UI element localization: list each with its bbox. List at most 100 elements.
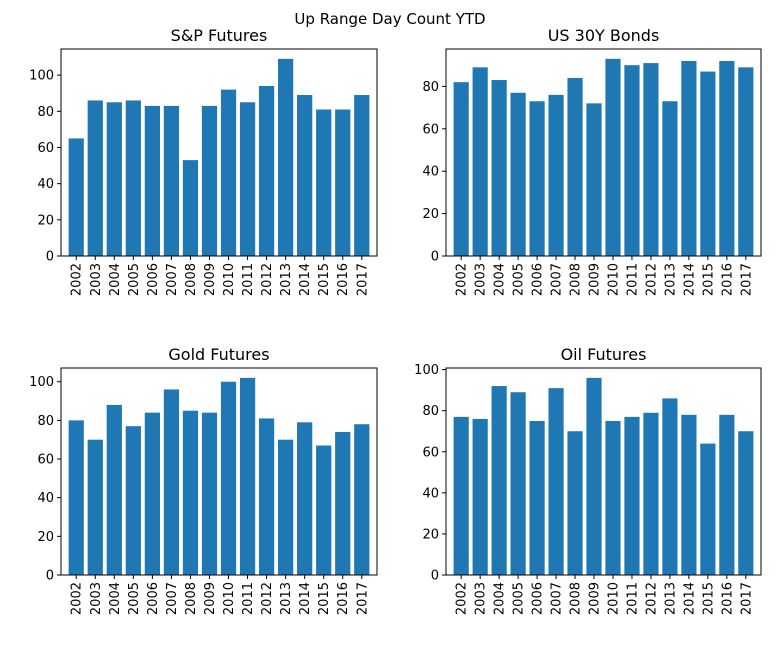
us-30y-bonds-bar-2011 xyxy=(624,65,640,257)
us-30y-bonds-bar-2016 xyxy=(719,60,735,256)
oil-futures-xtick-label: 2009 xyxy=(588,582,603,615)
us-30y-bonds-ytick-label: 80 xyxy=(422,80,439,95)
gold-futures-xtick-label: 2010 xyxy=(222,582,237,615)
oil-futures-bar-2010 xyxy=(605,420,621,575)
sp-futures-ytick-label: 100 xyxy=(29,69,54,84)
figure-title: Up Range Day Count YTD xyxy=(294,10,485,28)
us-30y-bonds-ytick-label: 20 xyxy=(422,207,439,222)
oil-futures-ytick-label: 40 xyxy=(422,486,439,501)
oil-futures-xtick-label: 2002 xyxy=(455,582,470,615)
sp-futures-ytick-label: 0 xyxy=(46,250,54,265)
sp-futures-xtick-label: 2003 xyxy=(89,263,104,296)
us-30y-bonds-xtick-label: 2012 xyxy=(644,263,659,296)
oil-futures-ytick-label: 0 xyxy=(431,569,439,584)
sp-futures-panel: S&P Futures 0 20 40 60 80 100 2002 2003 2004 2005 2… xyxy=(29,26,378,296)
sp-futures-bar-2013 xyxy=(278,58,294,256)
oil-futures-bar-2012 xyxy=(643,412,659,575)
sp-futures-bar-2008 xyxy=(182,160,199,256)
oil-futures-xtick-label: 2007 xyxy=(550,582,565,615)
sp-futures-bar-2016 xyxy=(335,109,351,256)
gold-futures-bar-2015 xyxy=(316,445,332,575)
us-30y-bonds-bar-2004 xyxy=(491,80,507,256)
sp-futures-bar-2010 xyxy=(220,89,237,257)
sp-futures-ytick-label: 20 xyxy=(37,213,54,228)
oil-futures-bar-2011 xyxy=(624,416,640,575)
us-30y-bonds-xtick-label: 2015 xyxy=(701,263,716,296)
sp-futures-xtick-label: 2005 xyxy=(127,263,142,296)
us-30y-bonds-bar-2014 xyxy=(681,60,697,256)
gold-futures-xtick-label: 2014 xyxy=(298,582,313,615)
sp-futures-title: S&P Futures xyxy=(171,26,268,45)
sp-futures-axes-frame xyxy=(60,48,378,257)
sp-futures-bar-2017 xyxy=(354,95,370,256)
gold-futures-bar-2013 xyxy=(278,439,294,575)
sp-futures-bar-2009 xyxy=(201,105,218,256)
gold-futures-xtick-label: 2003 xyxy=(89,582,104,615)
us-30y-bonds-bar-2005 xyxy=(510,92,526,256)
gold-futures-ytick-label: 100 xyxy=(29,375,54,390)
sp-futures-xtick-label: 2008 xyxy=(184,263,199,296)
oil-futures-bar-2016 xyxy=(719,414,735,575)
oil-futures-bar-2013 xyxy=(662,398,678,575)
sp-futures-xtick-label: 2007 xyxy=(165,263,180,296)
sp-futures-bar-2005 xyxy=(125,100,141,257)
oil-futures-xtick-label: 2015 xyxy=(701,582,716,615)
sp-futures-bar-2007 xyxy=(163,105,180,256)
oil-futures-xtick-label: 2011 xyxy=(625,582,640,615)
oil-futures-xtick-label: 2013 xyxy=(663,582,678,615)
us-30y-bonds-bar-2002 xyxy=(453,82,469,257)
us-30y-bonds-xtick-label: 2007 xyxy=(550,263,565,296)
gold-futures-xtick-label: 2013 xyxy=(279,582,294,615)
oil-futures-xtick-label: 2016 xyxy=(720,582,735,615)
oil-futures-title: Oil Futures xyxy=(561,345,647,364)
gold-futures-xtick-label: 2004 xyxy=(108,582,123,615)
us-30y-bonds-bar-2010 xyxy=(605,58,621,256)
us-30y-bonds-xtick-label: 2017 xyxy=(739,263,754,296)
oil-futures-ytick-label: 20 xyxy=(422,527,439,542)
gold-futures-xtick-label: 2015 xyxy=(317,582,332,615)
sp-futures-bar-2003 xyxy=(87,100,103,257)
gold-futures-xtick-label: 2016 xyxy=(336,582,351,615)
sp-futures-xtick-label: 2017 xyxy=(355,263,370,296)
oil-futures-xtick-label: 2005 xyxy=(512,582,527,615)
gold-futures-xtick-label: 2017 xyxy=(355,582,370,615)
us-30y-bonds-bar-2017 xyxy=(738,67,754,257)
gold-futures-bar-2012 xyxy=(258,418,275,575)
sp-futures-xtick-label: 2016 xyxy=(336,263,351,296)
us-30y-bonds-xtick-label: 2002 xyxy=(455,263,470,296)
sp-futures-bar-2011 xyxy=(239,102,256,257)
us-30y-bonds-xtick-label: 2011 xyxy=(625,263,640,296)
gold-futures-bar-2006 xyxy=(144,412,160,575)
oil-futures-bar-2017 xyxy=(738,431,754,575)
us-30y-bonds-xtick-label: 2005 xyxy=(512,263,527,296)
oil-futures-bar-2014 xyxy=(681,414,697,575)
subplot-grid: S&P Futures 0 20 40 60 80 100 2002 2003 2004 2005 2… xyxy=(29,26,762,615)
sp-futures-ytick-label: 40 xyxy=(37,177,54,192)
gold-futures-bar-2017 xyxy=(354,424,370,575)
oil-futures-xtick-label: 2014 xyxy=(682,582,697,615)
us-30y-bonds-panel: US 30Y Bonds 0 20 40 60 80 2002 2003 2004 2005 200… xyxy=(422,26,762,296)
gold-futures-ytick-label: 40 xyxy=(37,491,54,506)
gold-futures-bar-2004 xyxy=(106,404,122,575)
oil-futures-xtick-label: 2006 xyxy=(531,582,546,615)
oil-futures-bar-2006 xyxy=(529,420,545,575)
us-30y-bonds-xtick-label: 2014 xyxy=(682,263,697,296)
gold-futures-title: Gold Futures xyxy=(168,345,269,364)
gold-futures-ytick-label: 60 xyxy=(37,453,54,468)
gold-futures-bar-2016 xyxy=(335,431,351,575)
us-30y-bonds-xtick-label: 2003 xyxy=(474,263,489,296)
us-30y-bonds-bar-2003 xyxy=(472,67,488,257)
oil-futures-bar-2009 xyxy=(586,377,602,575)
oil-futures-xtick-label: 2003 xyxy=(474,582,489,615)
us-30y-bonds-xtick-label: 2010 xyxy=(606,263,621,296)
us-30y-bonds-ytick-label: 40 xyxy=(422,165,439,180)
gold-futures-ytick-label: 20 xyxy=(37,530,54,545)
gold-futures-bar-2003 xyxy=(87,439,103,575)
us-30y-bonds-xtick-label: 2006 xyxy=(531,263,546,296)
gold-futures-xtick-label: 2011 xyxy=(241,582,256,615)
us-30y-bonds-xtick-label: 2016 xyxy=(720,263,735,296)
oil-futures-xtick-label: 2010 xyxy=(606,582,621,615)
oil-futures-panel: Oil Futures 0 20 40 60 80 100 2002 2003 2004 2005 2… xyxy=(414,345,762,615)
gold-futures-bar-2010 xyxy=(220,381,237,575)
